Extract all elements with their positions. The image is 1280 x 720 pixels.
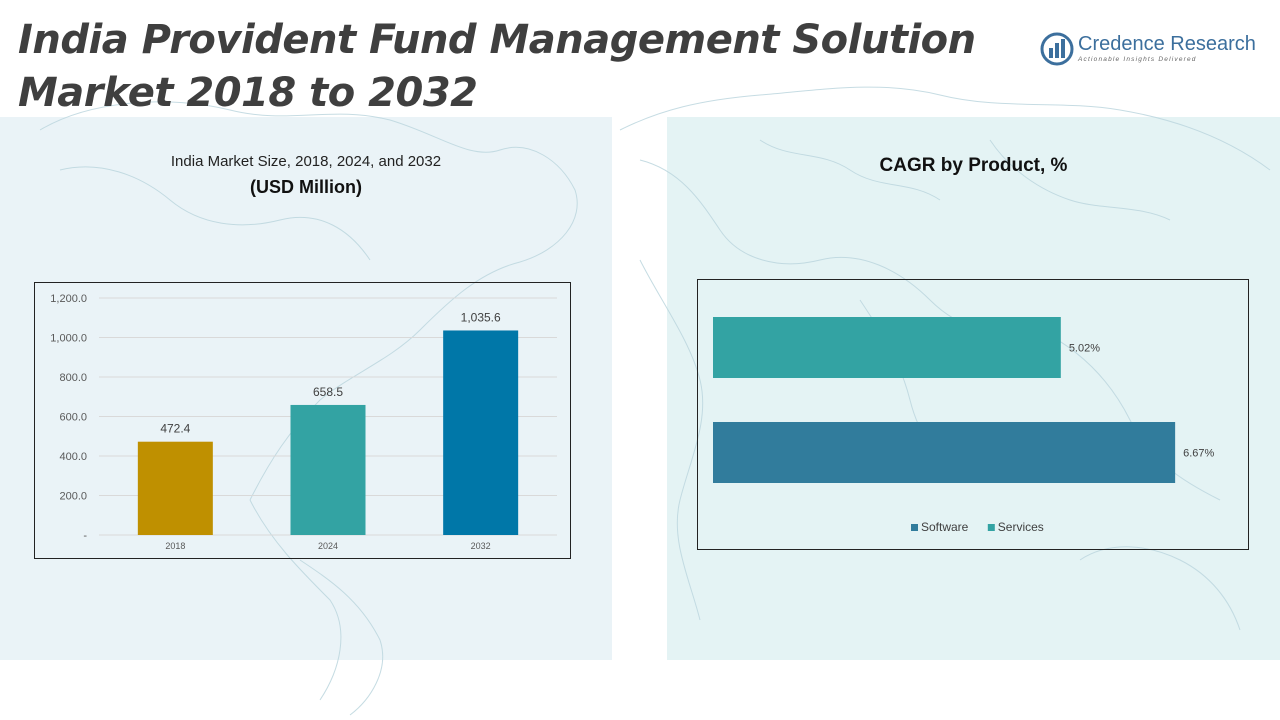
title-line-1: India Provident Fund Management Solution: [18, 17, 976, 63]
data-label: 5.02%: [1069, 343, 1100, 355]
cagr-horizontal-bar-chart: 5.02% 6.67% Software Services: [713, 317, 1215, 534]
y-tick-label: 1,200.0: [50, 293, 87, 305]
legend-swatch-services: [987, 524, 995, 531]
logo-tagline: Actionable Insights Delivered: [1078, 56, 1197, 63]
logo-name: Credence Research: [1078, 33, 1256, 55]
bar-2032: [443, 330, 519, 535]
data-label: 472.4: [160, 422, 190, 436]
y-tick-label: 800.0: [59, 372, 87, 384]
cagr-chart-frame: 5.02% 6.67% Software Services: [697, 279, 1249, 550]
market-size-bar-chart: - 200.0 400.0 600.0 800.0 1,000.0 1,200.0 472.4…: [50, 293, 557, 551]
y-tick-label: -: [83, 530, 87, 542]
data-label: 1,035.6: [461, 310, 501, 324]
data-label: 658.5: [313, 385, 343, 399]
market-size-unit: (USD Million): [250, 177, 362, 197]
x-tick-label: 2032: [471, 541, 491, 551]
y-tick-label: 200.0: [59, 491, 87, 503]
bar-2018: [137, 441, 213, 535]
legend-swatch-software: [911, 524, 918, 531]
y-tick-label: 1,000.0: [50, 333, 87, 345]
data-label: 6.67%: [1183, 448, 1214, 460]
logo-mark-icon: [1040, 32, 1074, 66]
market-size-chart-frame: - 200.0 400.0 600.0 800.0 1,000.0 1,200.0 472.4…: [34, 282, 571, 559]
x-tick-label: 2018: [165, 541, 185, 551]
y-tick-label: 600.0: [59, 412, 87, 424]
legend-label-software: Software: [921, 520, 969, 534]
credence-research-logo: Credence Research Actionable Insights De…: [1040, 32, 1260, 72]
legend-label-services: Services: [998, 520, 1044, 534]
bar-software: [713, 422, 1176, 483]
bar-services: [713, 317, 1061, 378]
x-tick-label: 2024: [318, 541, 338, 551]
market-size-subtitle: India Market Size, 2018, 2024, and 2032: [170, 153, 442, 170]
cagr-title: CAGR by Product, %: [879, 155, 1068, 176]
y-tick-label: 400.0: [59, 451, 87, 463]
page-title: India Provident Fund Management Solution…: [18, 14, 976, 120]
bar-2024: [290, 404, 366, 535]
title-line-2: Market 2018 to 2032: [18, 70, 478, 116]
